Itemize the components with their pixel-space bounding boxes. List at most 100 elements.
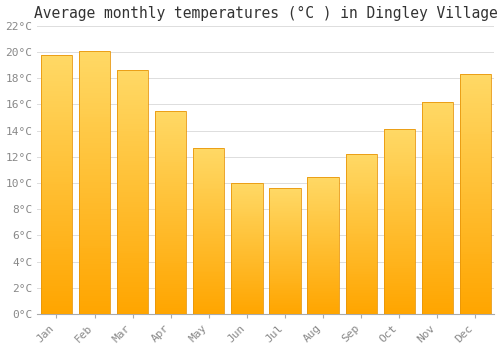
Bar [155, 111, 186, 314]
Bar [270, 224, 300, 225]
Bar [117, 70, 148, 73]
Bar [232, 301, 262, 302]
Bar [155, 160, 186, 162]
Bar [79, 180, 110, 182]
Bar [155, 241, 186, 243]
Bar [422, 155, 453, 157]
Bar [41, 195, 72, 197]
Bar [422, 161, 453, 163]
Bar [155, 220, 186, 223]
Bar [422, 306, 453, 308]
Bar [232, 272, 262, 273]
Bar [155, 308, 186, 310]
Bar [384, 298, 415, 299]
Bar [422, 182, 453, 184]
Bar [346, 308, 377, 309]
Bar [193, 234, 224, 236]
Bar [117, 112, 148, 114]
Bar [117, 182, 148, 185]
Bar [232, 252, 262, 254]
Bar [232, 229, 262, 230]
Bar [193, 239, 224, 241]
Bar [422, 125, 453, 127]
Bar [460, 300, 491, 302]
Bar [308, 241, 338, 243]
Bar [460, 151, 491, 153]
Bar [384, 170, 415, 172]
Bar [346, 244, 377, 245]
Bar [308, 196, 338, 197]
Bar [193, 266, 224, 267]
Bar [460, 278, 491, 280]
Bar [155, 275, 186, 278]
Bar [384, 211, 415, 212]
Bar [422, 150, 453, 153]
Bar [117, 260, 148, 263]
Bar [346, 274, 377, 276]
Bar [270, 247, 300, 248]
Bar [193, 312, 224, 314]
Bar [232, 192, 262, 194]
Bar [270, 258, 300, 259]
Bar [232, 197, 262, 199]
Bar [79, 159, 110, 161]
Bar [422, 276, 453, 278]
Bar [232, 190, 262, 191]
Bar [232, 251, 262, 252]
Bar [346, 277, 377, 279]
Bar [155, 253, 186, 255]
Bar [232, 297, 262, 298]
Bar [422, 146, 453, 148]
Bar [384, 259, 415, 260]
Bar [308, 234, 338, 236]
Bar [346, 229, 377, 231]
Bar [308, 303, 338, 304]
Bar [117, 129, 148, 131]
Bar [155, 138, 186, 139]
Bar [270, 202, 300, 203]
Bar [308, 269, 338, 270]
Bar [422, 191, 453, 193]
Bar [422, 127, 453, 130]
Bar [308, 282, 338, 284]
Bar [155, 190, 186, 192]
Bar [422, 206, 453, 208]
Bar [460, 232, 491, 235]
Bar [384, 166, 415, 168]
Bar [460, 220, 491, 223]
Bar [193, 229, 224, 231]
Bar [117, 180, 148, 182]
Bar [117, 168, 148, 170]
Bar [41, 91, 72, 93]
Bar [384, 174, 415, 176]
Bar [79, 96, 110, 98]
Bar [155, 284, 186, 286]
Bar [384, 188, 415, 190]
Bar [270, 222, 300, 224]
Bar [193, 298, 224, 299]
Bar [346, 205, 377, 207]
Bar [79, 72, 110, 75]
Bar [41, 278, 72, 280]
Bar [155, 225, 186, 227]
Bar [422, 233, 453, 236]
Bar [346, 172, 377, 173]
Bar [346, 167, 377, 169]
Bar [232, 270, 262, 271]
Bar [232, 263, 262, 264]
Bar [117, 119, 148, 121]
Bar [232, 234, 262, 236]
Bar [346, 298, 377, 300]
Bar [41, 304, 72, 306]
Bar [460, 101, 491, 103]
Bar [270, 298, 300, 299]
Bar [193, 203, 224, 204]
Bar [193, 166, 224, 168]
Bar [41, 140, 72, 143]
Bar [79, 125, 110, 127]
Bar [79, 69, 110, 72]
Bar [79, 143, 110, 146]
Bar [155, 245, 186, 247]
Bar [232, 243, 262, 245]
Bar [460, 144, 491, 146]
